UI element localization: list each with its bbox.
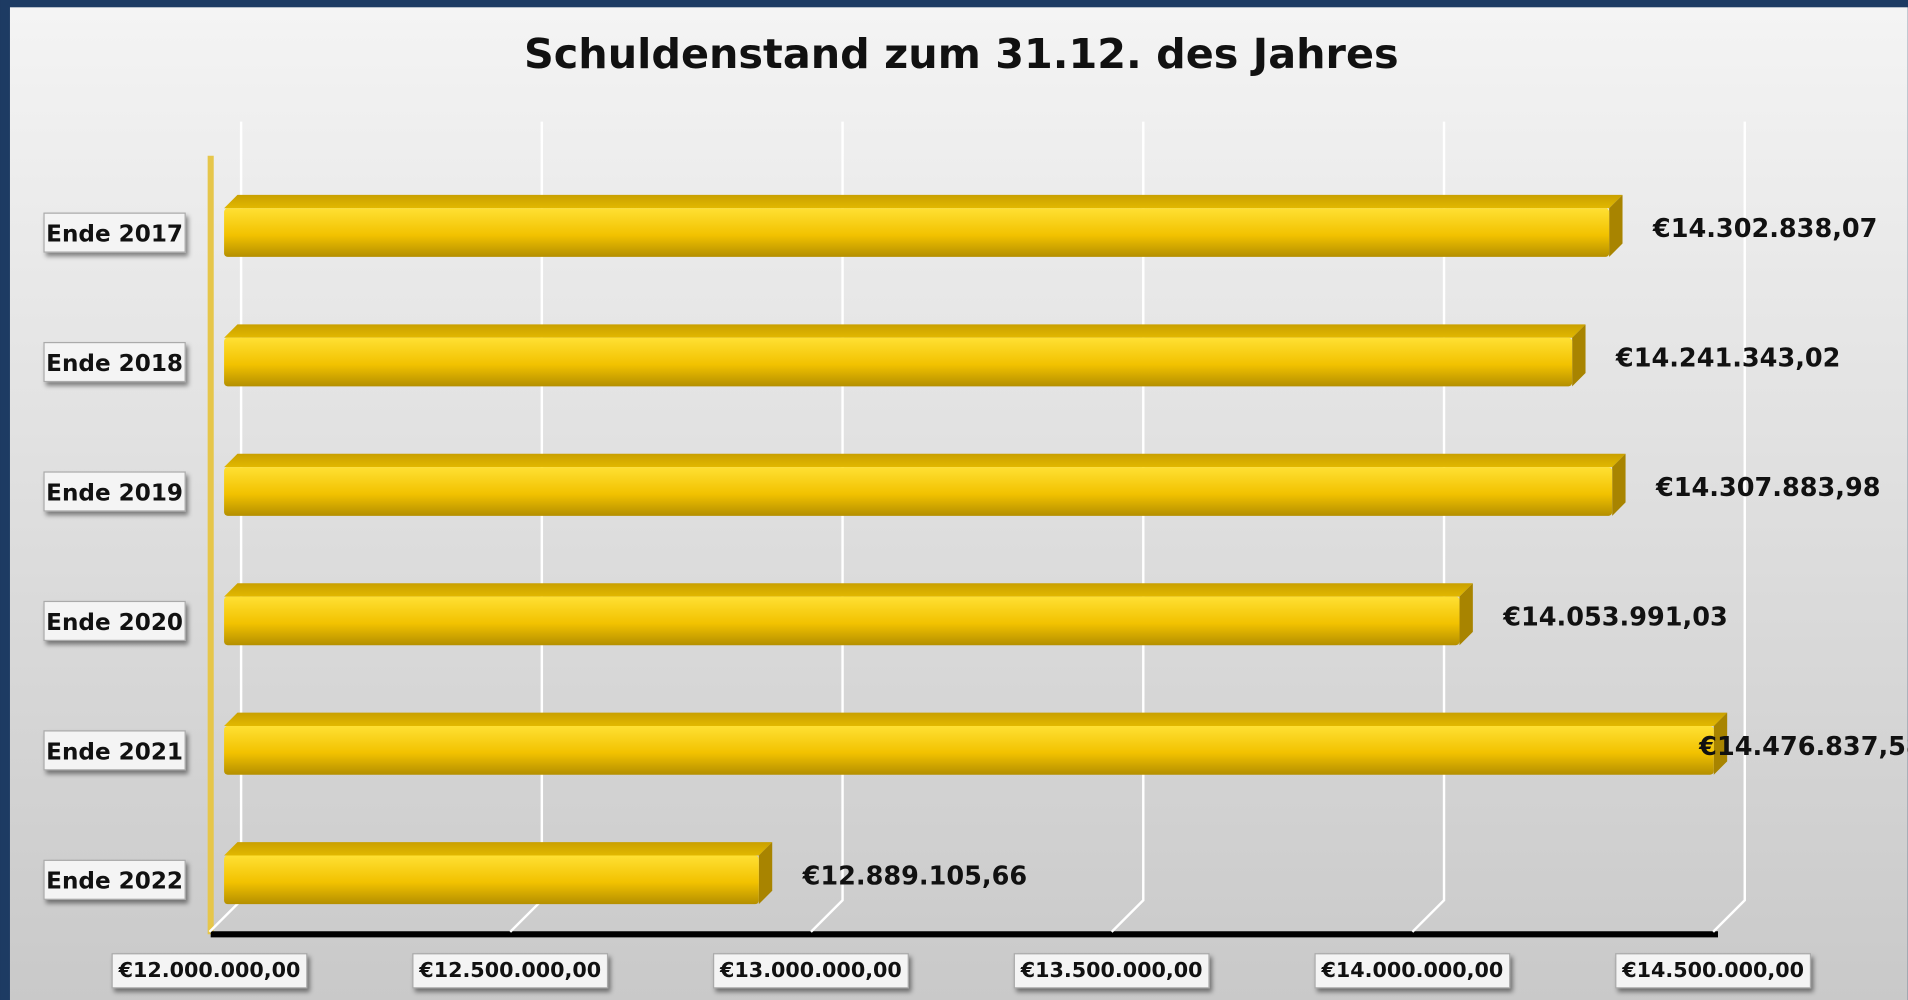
x-tick-box — [1314, 953, 1511, 989]
y-tick-label: Ende 2021 — [46, 739, 183, 765]
value-label: €14.241.343,02 — [1615, 344, 1841, 374]
bar — [224, 324, 1586, 387]
bar-top — [224, 712, 1728, 727]
category-box — [43, 341, 186, 383]
x-tick-box — [111, 953, 308, 989]
bar-front — [224, 726, 1714, 775]
bar — [224, 712, 1728, 775]
x-tick-box — [412, 953, 609, 989]
bar-front — [224, 467, 1613, 516]
value-label: €14.476.837,58 — [1698, 732, 1908, 762]
bar-top — [224, 453, 1626, 468]
y-tick-label: Ende 2022 — [46, 869, 183, 895]
x-tick-label: €14.000.000,00 — [1321, 958, 1504, 982]
category-box — [43, 471, 186, 512]
category-box — [43, 212, 186, 253]
bar-top — [224, 194, 1623, 209]
bar-front — [224, 337, 1573, 387]
bar — [224, 453, 1626, 516]
bar-side — [1612, 453, 1626, 516]
value-label: €12.889.105,66 — [802, 861, 1028, 891]
bar — [224, 583, 1473, 646]
y-tick-label: Ende 2019 — [46, 480, 183, 506]
value-label: €14.302.838,07 — [1652, 214, 1878, 244]
bar-side — [1459, 583, 1473, 646]
bar — [224, 842, 773, 905]
bar — [224, 194, 1623, 257]
bar-front — [224, 855, 759, 905]
bar-side — [1572, 324, 1586, 387]
chart-title: Schuldenstand zum 31.12. des Jahres — [524, 30, 1399, 78]
y-tick-label: Ende 2018 — [46, 351, 183, 377]
x-tick-label: €12.500.000,00 — [418, 958, 601, 982]
bar-top — [224, 842, 773, 856]
x-tick-label: €12.000.000,00 — [118, 958, 301, 982]
bar-top — [224, 324, 1586, 338]
x-tick-box — [1013, 953, 1210, 989]
x-tick-label: €14.500.000,00 — [1621, 958, 1804, 982]
bar-side — [758, 842, 773, 905]
bar-front — [224, 596, 1460, 646]
category-box — [43, 730, 186, 771]
bar-side — [1609, 194, 1623, 257]
bar-top — [224, 583, 1473, 597]
x-tick-label: €13.000.000,00 — [719, 958, 902, 982]
category-box — [43, 600, 186, 641]
grid-line — [1712, 121, 1746, 933]
category-box — [43, 859, 186, 900]
value-label: €14.053.991,03 — [1502, 602, 1728, 632]
y-tick-label: Ende 2017 — [46, 222, 183, 248]
value-label: €14.307.883,98 — [1655, 473, 1881, 503]
x-tick-box — [1615, 953, 1812, 989]
x-tick-box — [713, 953, 909, 989]
bar-side — [1713, 712, 1728, 775]
y-tick-label: Ende 2020 — [46, 610, 183, 636]
bar-front — [224, 208, 1610, 257]
x-tick-label: €13.500.000,00 — [1020, 958, 1203, 982]
